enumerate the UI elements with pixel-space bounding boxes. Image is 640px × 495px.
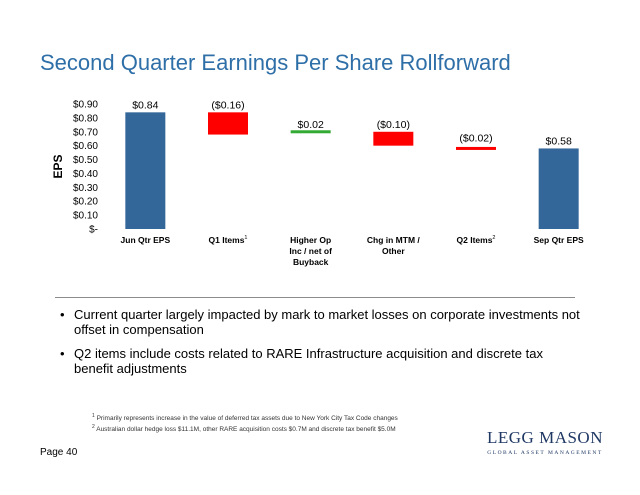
waterfall-bar: [290, 130, 331, 134]
eps-waterfall-chart: $- $0.10 $0.20 $0.30 $0.40 $0.50 $0.60 $0.70 $0.…: [51, 99, 584, 267]
data-label: $0.84: [132, 99, 158, 111]
y-tick-label: $0.30: [73, 183, 98, 194]
bullet-item: • Current quarter largely impacted by mar…: [60, 307, 580, 337]
data-label: ($0.16): [211, 99, 244, 111]
waterfall-bar: [208, 112, 248, 135]
x-tick-label: Q2 Items2: [457, 235, 496, 245]
y-tick-label: $0.10: [73, 211, 98, 222]
bullet-list: • Current quarter largely impacted by mar…: [60, 307, 580, 385]
x-tick-label: Sep Qtr EPS: [534, 235, 584, 245]
x-tick-label: Chg in MTM / Other: [367, 235, 421, 256]
y-tick-label: $0.50: [73, 155, 98, 166]
data-label: ($0.10): [377, 119, 410, 131]
y-tick-label: $0.90: [73, 100, 98, 111]
logo-tagline: GLOBAL ASSET MANAGEMENT: [487, 450, 603, 456]
footnote: 1 Primarily represents increase in the v…: [92, 412, 512, 423]
y-tick-label: $0.80: [73, 113, 98, 124]
bullet-dot-icon: •: [60, 307, 65, 322]
data-label: $0.02: [298, 119, 324, 131]
section-divider: [55, 297, 575, 298]
data-label: ($0.02): [459, 133, 492, 145]
y-tick-label: $-: [89, 225, 98, 236]
company-logo: LEGG MASON GLOBAL ASSET MANAGEMENT: [480, 428, 610, 456]
footnotes: 1 Primarily represents increase in the v…: [92, 412, 512, 434]
waterfall-bar: [456, 146, 496, 150]
bullet-dot-icon: •: [60, 346, 65, 361]
waterfall-bar: [125, 112, 166, 229]
y-tick-label: $0.60: [73, 141, 98, 152]
page-number: Page 40: [40, 447, 78, 458]
x-tick-label: Q1 Items1: [209, 235, 248, 245]
y-tick-label: $0.70: [73, 127, 98, 138]
page-title: Second Quarter Earnings Per Share Rollfo…: [40, 50, 511, 75]
footnote-text: Primarily represents increase in the val…: [96, 415, 398, 423]
y-tick-label: $0.40: [73, 169, 98, 180]
footnote: 2 Australian dollar hedge loss $11.1M, o…: [92, 423, 512, 434]
footnote-number: 1: [92, 413, 95, 419]
bullet-text: Q2 items include costs related to RARE I…: [74, 346, 543, 376]
waterfall-bar: [373, 131, 414, 146]
y-axis-label: EPS: [51, 154, 65, 178]
bullet-item: • Q2 items include costs related to RARE …: [60, 346, 580, 376]
y-tick-label: $0.20: [73, 197, 98, 208]
waterfall-bar: [538, 148, 579, 229]
bullet-text: Current quarter largely impacted by mark…: [74, 307, 580, 337]
footnote-number: 2: [92, 424, 95, 431]
footnote-text: Australian dollar hedge loss $11.1M, oth…: [96, 426, 396, 434]
x-tick-label: Higher Op Inc / net of Buyback: [289, 235, 332, 267]
data-label: $0.58: [546, 135, 572, 147]
x-tick-label: Jun Qtr EPS: [121, 235, 171, 245]
logo-wordmark: LEGG MASON: [487, 428, 603, 447]
